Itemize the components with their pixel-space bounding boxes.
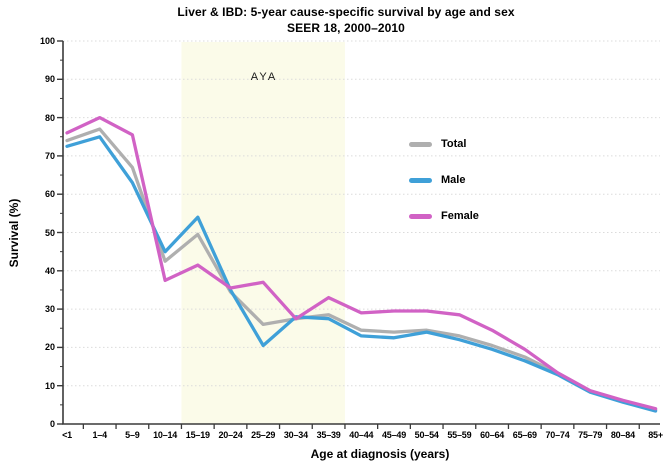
aya-band-label: AYA: [250, 71, 278, 83]
y-tick-label: 0: [49, 419, 55, 429]
y-tick-label: 80: [44, 112, 55, 123]
y-tick-label: 40: [44, 265, 55, 276]
female-series-line: [65, 115, 658, 411]
x-tick-label: 60–64: [480, 430, 505, 440]
y-tick-label: 90: [44, 74, 55, 85]
legend-label-male: Male: [441, 174, 466, 186]
y-tick-label: 100: [39, 36, 55, 46]
y-tick-label: 50: [44, 227, 55, 238]
total-series-line: [65, 127, 658, 412]
chart-title: Liver & IBD: 5-year cause-specific survi…: [177, 5, 515, 19]
y-axis-title: Survival (%): [7, 198, 21, 268]
x-axis-title: Age at diagnosis (years): [310, 447, 450, 461]
y-tick-label: 20: [44, 342, 55, 353]
x-tick-label: 30–34: [283, 430, 308, 440]
x-tick-label: 80–84: [610, 430, 635, 440]
x-tick-label: <1: [62, 430, 72, 440]
x-tick-label: 85+: [648, 430, 663, 440]
x-tick-label: 45–49: [381, 430, 407, 440]
x-tick-label: 5–9: [125, 430, 140, 440]
y-tick-label: 30: [44, 304, 55, 315]
legend: Total Male Female: [409, 133, 479, 241]
legend-item-total: Total: [409, 133, 479, 155]
x-tick-label: 15–19: [185, 430, 210, 440]
chart-subtitle: SEER 18, 2000–2010: [287, 21, 405, 35]
y-tick-label: 60: [44, 189, 55, 200]
x-tick-label: 25–29: [251, 430, 276, 440]
x-tick-label: 55–59: [447, 430, 472, 440]
x-tick-label: 40–44: [349, 430, 374, 440]
female-line-swatch: [409, 213, 432, 219]
x-tick-label: 65–69: [512, 430, 537, 440]
x-tick-label: 1–4: [92, 430, 107, 440]
legend-label-female: Female: [441, 210, 479, 222]
x-tick-label: 35–39: [316, 430, 341, 440]
y-tick-label: 70: [44, 150, 55, 161]
x-tick-label: 75–79: [578, 430, 603, 440]
legend-item-female: Female: [409, 205, 479, 227]
x-tick-label: 20–24: [218, 430, 243, 440]
male-line-swatch: [409, 177, 432, 183]
legend-item-male: Male: [409, 169, 479, 191]
legend-label-total: Total: [441, 138, 467, 150]
x-tick-label: 50–54: [414, 430, 439, 440]
y-tick-label: 10: [44, 380, 55, 391]
x-tick-label: 10–14: [153, 430, 178, 440]
male-series-line: [65, 135, 658, 413]
x-tick-label: 70–74: [545, 430, 570, 440]
total-line-swatch: [409, 141, 432, 147]
